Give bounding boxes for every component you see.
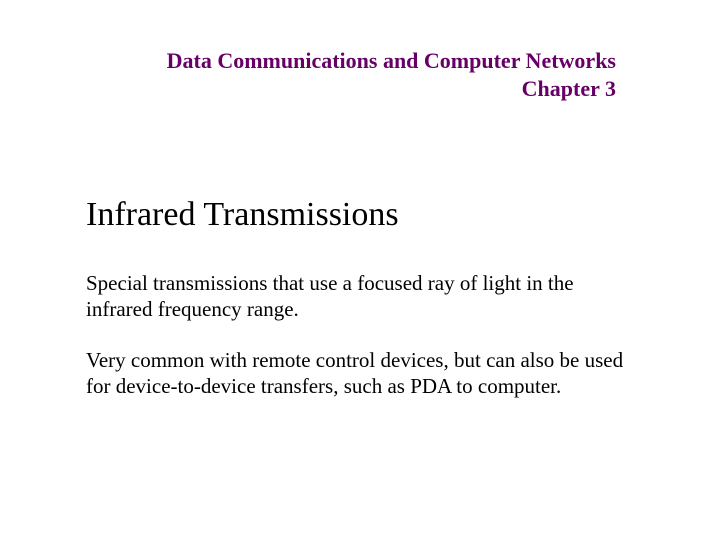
slide-header: Data Communications and Computer Network… [167, 48, 616, 102]
paragraph-2: Very common with remote control devices,… [86, 347, 630, 400]
slide-title: Infrared Transmissions [86, 196, 630, 234]
slide-content: Infrared Transmissions Special transmiss… [86, 196, 630, 423]
paragraph-1: Special transmissions that use a focused… [86, 270, 630, 323]
header-course-title: Data Communications and Computer Network… [167, 48, 616, 74]
header-chapter: Chapter 3 [167, 76, 616, 102]
